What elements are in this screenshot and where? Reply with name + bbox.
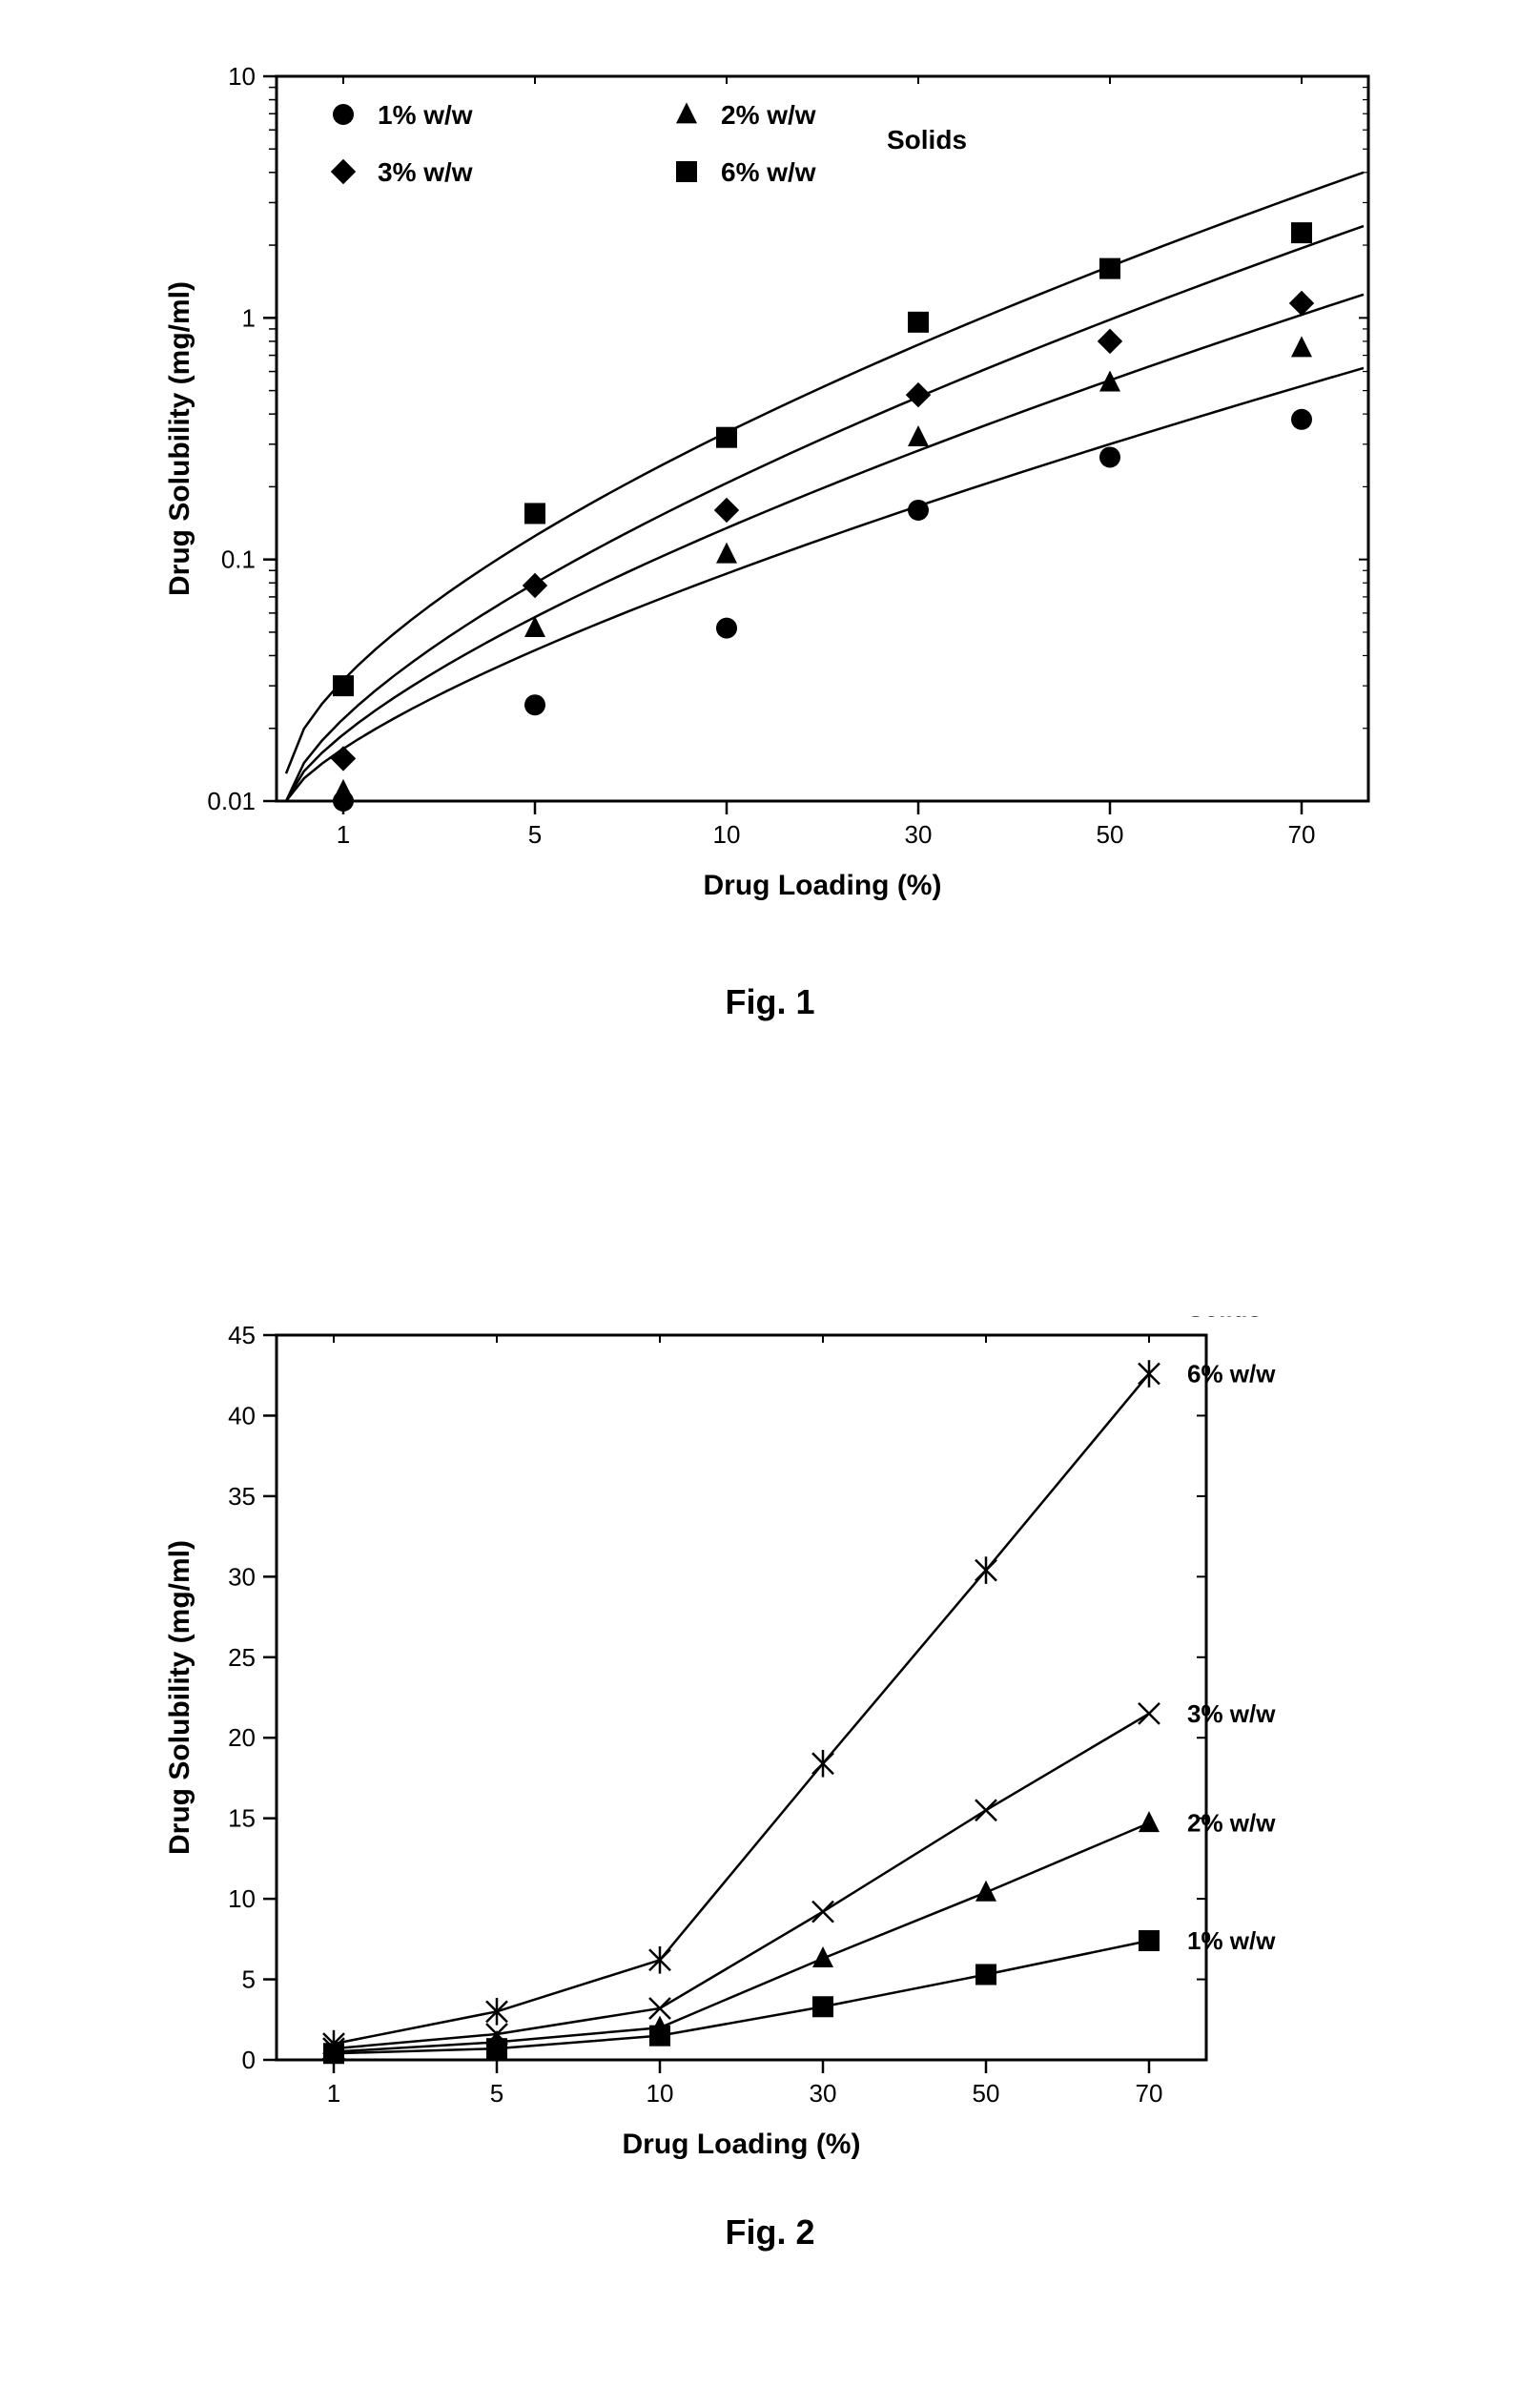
- svg-text:Drug Loading (%): Drug Loading (%): [704, 870, 942, 901]
- page: 0.010.11101510305070Drug Loading (%)Drug…: [0, 0, 1540, 2407]
- svg-text:1% w/w: 1% w/w: [378, 100, 473, 130]
- svg-text:15: 15: [228, 1804, 256, 1833]
- svg-text:3% w/w: 3% w/w: [1187, 1699, 1276, 1728]
- svg-text:Solids: Solids: [887, 125, 967, 154]
- svg-text:5: 5: [490, 2079, 503, 2108]
- svg-text:40: 40: [228, 1401, 256, 1430]
- svg-text:Drug Solubility (mg/ml): Drug Solubility (mg/ml): [164, 1540, 195, 1855]
- svg-text:30: 30: [905, 820, 933, 849]
- svg-text:1: 1: [327, 2079, 340, 2108]
- svg-text:45: 45: [228, 1321, 256, 1349]
- svg-text:30: 30: [228, 1562, 256, 1591]
- svg-text:Drug Solubility (mg/ml): Drug Solubility (mg/ml): [164, 281, 195, 596]
- svg-text:20: 20: [228, 1723, 256, 1752]
- svg-text:2% w/w: 2% w/w: [1187, 1809, 1276, 1838]
- svg-text:50: 50: [1097, 820, 1124, 849]
- svg-text:10: 10: [647, 2079, 674, 2108]
- svg-text:0.01: 0.01: [207, 787, 256, 815]
- chart-2-svg: 0510152025303540451510305070Drug Loading…: [143, 1316, 1397, 2174]
- svg-text:5: 5: [242, 1965, 256, 1994]
- svg-text:35: 35: [228, 1482, 256, 1511]
- svg-text:0.1: 0.1: [221, 545, 256, 574]
- figure-1: 0.01 0.1 1 10 1 5 10 30 50 70 Drug Loading (%) Drug…: [143, 57, 1397, 1059]
- svg-text:1: 1: [337, 820, 350, 849]
- svg-text:50: 50: [973, 2079, 1000, 2108]
- svg-text:25: 25: [228, 1643, 256, 1672]
- svg-text:10: 10: [713, 820, 741, 849]
- svg-text:6% w/w: 6% w/w: [1187, 1360, 1276, 1389]
- svg-text:Drug Loading (%): Drug Loading (%): [623, 2129, 861, 2160]
- svg-text:6% w/w: 6% w/w: [721, 157, 816, 187]
- chart-1-svg: 0.01 0.1 1 10 1 5 10 30 50 70 Drug Loading (%) Drug…: [143, 57, 1397, 915]
- svg-text:10: 10: [228, 1884, 256, 1913]
- svg-text:0: 0: [242, 2046, 256, 2074]
- svg-text:3% w/w: 3% w/w: [378, 157, 473, 187]
- svg-text:2% w/w: 2% w/w: [721, 100, 816, 130]
- figure-2-caption: Fig. 2: [143, 2212, 1397, 2253]
- figure-1-caption: Fig. 1: [143, 982, 1397, 1022]
- svg-text:1% w/w: 1% w/w: [1187, 1926, 1276, 1955]
- svg-text:1: 1: [242, 303, 256, 332]
- svg-text:10: 10: [228, 62, 256, 91]
- svg-text:70: 70: [1136, 2079, 1163, 2108]
- svg-text:30: 30: [810, 2079, 837, 2108]
- svg-text:5: 5: [528, 820, 542, 849]
- svg-text:70: 70: [1288, 820, 1316, 849]
- figure-2: 0510152025303540451510305070Drug Loading…: [143, 1316, 1397, 2289]
- svg-text:Solids: Solids: [1187, 1316, 1262, 1323]
